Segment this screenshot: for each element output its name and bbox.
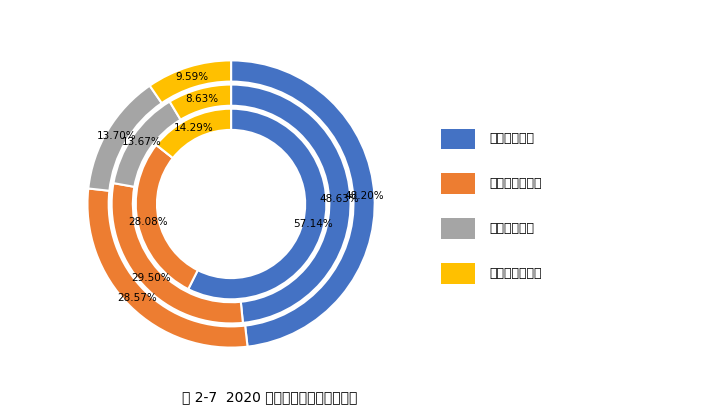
Text: 在创业载体创业: 在创业载体创业 (489, 267, 542, 280)
Text: 14.29%: 14.29% (174, 123, 214, 133)
Text: 从事企业创业: 从事企业创业 (489, 132, 534, 145)
Text: 29.50%: 29.50% (132, 273, 171, 283)
Wedge shape (231, 84, 351, 323)
Wedge shape (136, 145, 198, 289)
Text: 图 2-7  2020 届毕业生自主创业的形式: 图 2-7 2020 届毕业生自主创业的形式 (183, 390, 358, 404)
Wedge shape (150, 60, 231, 103)
Text: 13.70%: 13.70% (97, 131, 137, 141)
Wedge shape (170, 84, 231, 120)
Wedge shape (231, 60, 375, 347)
Text: 48.20%: 48.20% (344, 191, 384, 202)
Bar (441, 263, 475, 284)
Wedge shape (188, 109, 326, 299)
Text: 从事网络创业: 从事网络创业 (489, 222, 534, 235)
Text: 从事非企业创业: 从事非企业创业 (489, 177, 542, 190)
Bar (441, 173, 475, 194)
Wedge shape (156, 109, 231, 158)
Wedge shape (112, 183, 243, 324)
Text: 9.59%: 9.59% (175, 72, 208, 82)
Text: 57.14%: 57.14% (294, 219, 333, 228)
Wedge shape (88, 86, 161, 191)
Wedge shape (87, 188, 247, 348)
Wedge shape (156, 145, 173, 158)
Text: 28.57%: 28.57% (117, 293, 157, 304)
Bar (441, 129, 475, 149)
Text: 48.63%: 48.63% (320, 194, 360, 204)
Text: 8.63%: 8.63% (186, 94, 218, 104)
Wedge shape (114, 102, 181, 187)
Text: 13.67%: 13.67% (122, 137, 161, 147)
Bar (441, 218, 475, 239)
Text: 28.08%: 28.08% (129, 217, 169, 227)
